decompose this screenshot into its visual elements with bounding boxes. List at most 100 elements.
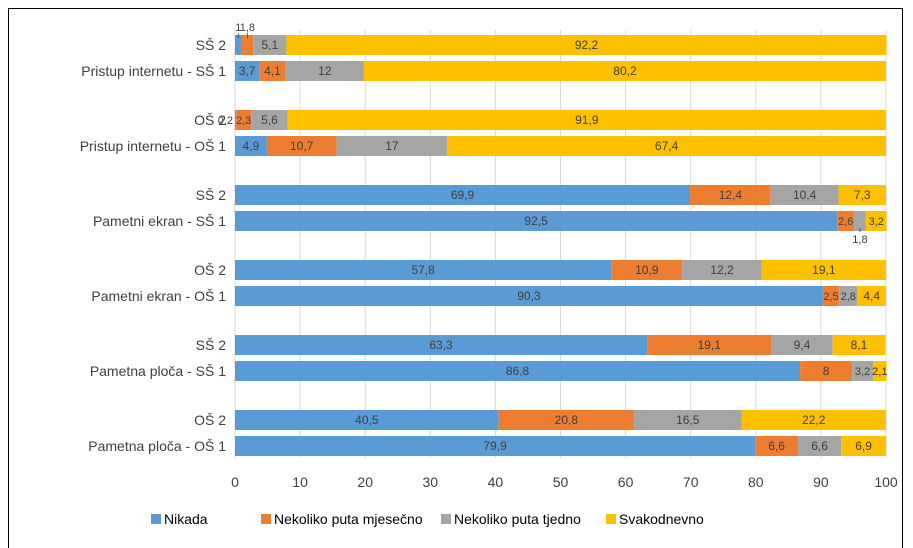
data-label-3-nikada: 4,9: [243, 139, 260, 153]
bars: [235, 35, 887, 456]
data-label-3-nekoliko-puta-tjedno: 17: [385, 139, 399, 153]
chart-frame: [8, 8, 903, 548]
data-label-2-nikada: 0,2: [218, 115, 233, 127]
data-label-11-nikada: 79,9: [483, 439, 507, 453]
bar-5-svakodnevno: [865, 211, 887, 231]
bar-11-nekoliko-puta-tjedno: [798, 436, 842, 456]
bar-1-svakodnevno: [363, 61, 886, 81]
bar-0-nekoliko-puta-tjedno: [253, 35, 287, 55]
data-label-4-nekoliko-puta-mjese-no: 12,4: [719, 188, 743, 202]
x-tick-label-70: 70: [683, 474, 699, 490]
gridlines: [234, 30, 887, 458]
data-label-11-svakodnevno: 6,9: [855, 439, 872, 453]
bar-4-nekoliko-puta-tjedno: [770, 185, 839, 205]
bar-6-nekoliko-puta-tjedno: [682, 260, 762, 280]
category-label-11: Pametna ploča - OŠ 1: [88, 438, 226, 454]
legend-swatch-nekoliko-puta-tjedno: [441, 514, 451, 524]
bar-11-nekoliko-puta-mjese-no: [755, 436, 799, 456]
x-tick-label-20: 20: [357, 474, 373, 490]
bar-0-nikada: [235, 35, 242, 55]
legend-item-nekoliko-puta-tjedno: Nekoliko puta tjedno: [441, 511, 581, 527]
bar-4-svakodnevno: [838, 185, 886, 205]
bar-11-svakodnevno: [841, 436, 886, 456]
data-label-6-nekoliko-puta-mjese-no: 10,9: [635, 263, 659, 277]
data-label-8-nekoliko-puta-mjese-no: 19,1: [698, 338, 722, 352]
data-label-0-nekoliko-puta-mjese-no: 1,8: [240, 22, 255, 34]
bar-7-nikada: [235, 286, 823, 306]
bar-3-nikada: [235, 136, 267, 156]
y-axis: SŠ 2 Pristup internetu - SŠ 1 OŠ 2 Pristup …: [80, 37, 227, 454]
category-label-2: OŠ 2: [194, 112, 226, 128]
bar-10-nekoliko-puta-tjedno: [634, 410, 742, 430]
bar-2-nikada: [235, 110, 237, 130]
bar-8-nekoliko-puta-mjese-no: [647, 335, 772, 355]
data-label-1-svakodnevno: 80,2: [613, 64, 637, 78]
bar-10-svakodnevno: [741, 410, 886, 430]
data-label-2-svakodnevno: 91,9: [575, 113, 599, 127]
data-label-0-nekoliko-puta-tjedno: 5,1: [261, 38, 278, 52]
legend-item-svakodnevno: Svakodnevno: [606, 511, 704, 527]
data-label-11-nekoliko-puta-tjedno: 6,6: [811, 439, 828, 453]
legend-swatch-nekoliko-puta-mjese-no: [261, 514, 271, 524]
bar-1-nikada: [235, 61, 260, 81]
bar-11-nikada: [235, 436, 756, 456]
bar-3-svakodnevno: [447, 136, 886, 156]
legend-label-nikada: Nikada: [164, 511, 208, 527]
bar-0-nekoliko-puta-mjese-no: [241, 35, 254, 55]
category-label-5: Pametni ekran - SŠ 1: [93, 213, 226, 229]
x-tick-label-50: 50: [553, 474, 569, 490]
data-label-2-nekoliko-puta-mjese-no: 2,3: [236, 115, 251, 127]
legend-item-nekoliko-puta-mjese-no: Nekoliko puta mjesečno: [261, 511, 423, 527]
data-label-0-nikada: 1: [235, 22, 241, 34]
bar-7-nekoliko-puta-mjese-no: [822, 286, 840, 306]
stacked-bar-chart: 0 10 20 30 40 50 60 70 80 90 100 SŠ 2 Pristup intern…: [80, 22, 898, 527]
x-tick-label-60: 60: [618, 474, 634, 490]
data-label-10-svakodnevno: 22,2: [802, 413, 826, 427]
data-labels: 11,85,1 92,23,7 4,1 12 80,20,2 2,3 5,6 91,94,9 1…: [218, 22, 888, 453]
bar-3-nekoliko-puta-mjese-no: [266, 136, 337, 156]
x-tick-label-80: 80: [748, 474, 764, 490]
data-label-7-svakodnevno: 4,4: [863, 289, 880, 303]
category-label-1: Pristup internetu - SŠ 1: [81, 63, 226, 79]
data-label-4-nekoliko-puta-tjedno: 10,4: [793, 188, 817, 202]
category-label-4: SŠ 2: [196, 187, 227, 203]
data-label-7-nekoliko-puta-tjedno: 2,8: [841, 291, 856, 303]
bar-8-svakodnevno: [832, 335, 886, 355]
data-label-9-nekoliko-puta-tjedno: 3,2: [855, 366, 870, 378]
data-label-3-svakodnevno: 67,4: [655, 139, 679, 153]
category-label-7: Pametni ekran - OŠ 1: [91, 288, 226, 304]
data-label-0-svakodnevno: 92,2: [575, 38, 599, 52]
legend-swatch-svakodnevno: [606, 514, 616, 524]
data-label-3-nekoliko-puta-mjese-no: 10,7: [290, 139, 314, 153]
data-label-7-nikada: 90,3: [517, 289, 541, 303]
bar-1-nekoliko-puta-tjedno: [285, 61, 364, 81]
bar-9-nikada: [235, 361, 801, 381]
bar-3-nekoliko-puta-tjedno: [336, 136, 448, 156]
legend-label-svakodnevno: Svakodnevno: [619, 511, 704, 527]
data-label-1-nekoliko-puta-mjese-no: 4,1: [264, 64, 281, 78]
bar-7-svakodnevno: [857, 286, 886, 306]
data-label-11-nekoliko-puta-mjese-no: 6,6: [768, 439, 785, 453]
data-label-6-svakodnevno: 19,1: [812, 263, 836, 277]
data-label-4-nikada: 69,9: [451, 188, 475, 202]
bar-4-nikada: [235, 185, 691, 205]
category-label-0: SŠ 2: [196, 37, 227, 53]
bar-2-svakodnevno: [287, 110, 887, 130]
category-label-3: Pristup internetu - OŠ 1: [80, 138, 227, 154]
data-label-9-nekoliko-puta-mjese-no: 8: [823, 364, 830, 378]
bar-6-nekoliko-puta-mjese-no: [611, 260, 683, 280]
data-label-6-nikada: 57,8: [411, 263, 435, 277]
bar-10-nikada: [235, 410, 499, 430]
bar-9-svakodnevno: [872, 361, 887, 381]
bar-1-nekoliko-puta-mjese-no: [259, 61, 286, 81]
bar-5-nekoliko-puta-mjese-no: [837, 211, 855, 231]
data-label-8-nekoliko-puta-tjedno: 9,4: [794, 338, 811, 352]
bar-7-nekoliko-puta-tjedno: [839, 286, 858, 306]
data-label-7-nekoliko-puta-mjese-no: 2,5: [823, 291, 838, 303]
data-label-4-svakodnevno: 7,3: [854, 188, 871, 202]
bar-9-nekoliko-puta-mjese-no: [800, 361, 853, 381]
legend-item-nikada: Nikada: [151, 511, 208, 527]
bar-9-nekoliko-puta-tjedno: [852, 361, 873, 381]
data-label-9-nikada: 86,8: [506, 364, 530, 378]
bar-6-svakodnevno: [761, 260, 886, 280]
